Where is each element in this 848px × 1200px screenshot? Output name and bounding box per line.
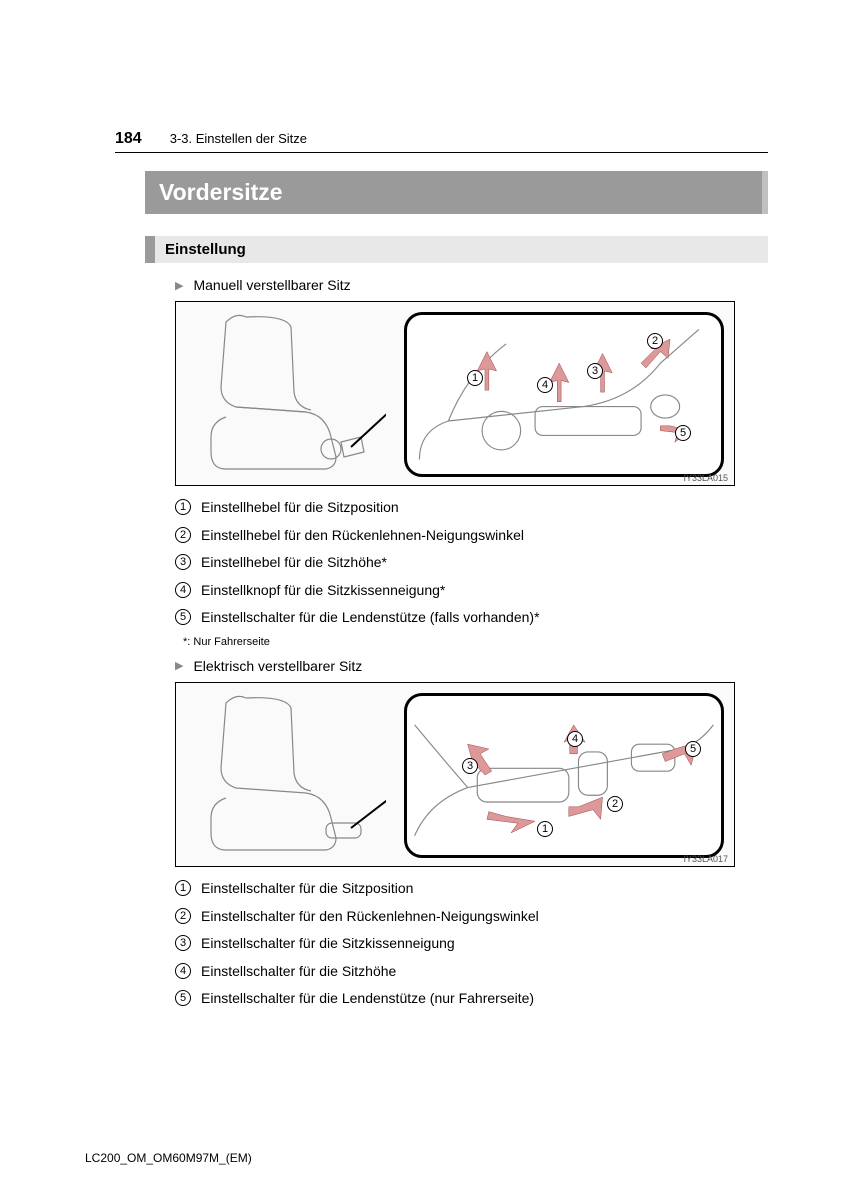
bullet-text: Elektrisch verstellbarer Sitz xyxy=(193,658,362,674)
callout-1: 1 xyxy=(467,370,483,386)
seat-illustration xyxy=(186,688,386,863)
legend-item: 5Einstellschalter für die Lendenstütze (… xyxy=(175,608,768,628)
legend-item: 3Einstellschalter für die Sitzkissenneig… xyxy=(175,934,768,954)
footnote: *: Nur Fahrerseite xyxy=(183,636,768,648)
callout-4: 4 xyxy=(567,731,583,747)
callout-5: 5 xyxy=(675,425,691,441)
legend-item: 4Einstellschalter für die Sitzhöhe xyxy=(175,962,768,982)
section-header: 3-3. Einstellen der Sitze xyxy=(170,131,307,146)
figure-manual-seat: 1 2 3 4 5 IY33LA015 xyxy=(175,301,735,486)
detail-illustration: 1 2 3 4 5 xyxy=(404,693,724,858)
page-title: Vordersitze xyxy=(145,171,768,214)
subsection-title: Einstellung xyxy=(145,236,768,263)
callout-3: 3 xyxy=(587,363,603,379)
triangle-icon: ▶ xyxy=(175,279,183,292)
callout-3: 3 xyxy=(462,758,478,774)
bullet-text: Manuell verstellbarer Sitz xyxy=(193,277,350,293)
seat-illustration xyxy=(186,307,386,482)
legend-item: 1Einstellschalter für die Sitzposition xyxy=(175,879,768,899)
callout-4: 4 xyxy=(537,377,553,393)
figure-label: IY33LA015 xyxy=(683,473,728,483)
legend-manual: 1Einstellhebel für die Sitzposition 2Ein… xyxy=(175,498,768,628)
legend-item: 5Einstellschalter für die Lendenstütze (… xyxy=(175,989,768,1009)
legend-item: 2Einstellhebel für den Rückenlehnen-Neig… xyxy=(175,526,768,546)
callout-2: 2 xyxy=(607,796,623,812)
detail-illustration: 1 2 3 4 5 xyxy=(404,312,724,477)
figure-label: IY33LA017 xyxy=(683,854,728,864)
page-header: 184 3-3. Einstellen der Sitze xyxy=(115,130,768,153)
triangle-icon: ▶ xyxy=(175,659,183,672)
page-number: 184 xyxy=(115,130,142,148)
figure-power-seat: 1 2 3 4 5 IY33LA017 xyxy=(175,682,735,867)
legend-item: 1Einstellhebel für die Sitzposition xyxy=(175,498,768,518)
callout-1: 1 xyxy=(537,821,553,837)
callout-5: 5 xyxy=(685,741,701,757)
footer-code: LC200_OM_OM60M97M_(EM) xyxy=(85,1151,252,1165)
legend-power: 1Einstellschalter für die Sitzposition 2… xyxy=(175,879,768,1009)
bullet-power-seat: ▶ Elektrisch verstellbarer Sitz xyxy=(175,658,768,674)
legend-item: 4Einstellknopf für die Sitzkissenneigung… xyxy=(175,581,768,601)
callout-2: 2 xyxy=(647,333,663,349)
legend-item: 2Einstellschalter für den Rückenlehnen-N… xyxy=(175,907,768,927)
bullet-manual-seat: ▶ Manuell verstellbarer Sitz xyxy=(175,277,768,293)
legend-item: 3Einstellhebel für die Sitzhöhe* xyxy=(175,553,768,573)
